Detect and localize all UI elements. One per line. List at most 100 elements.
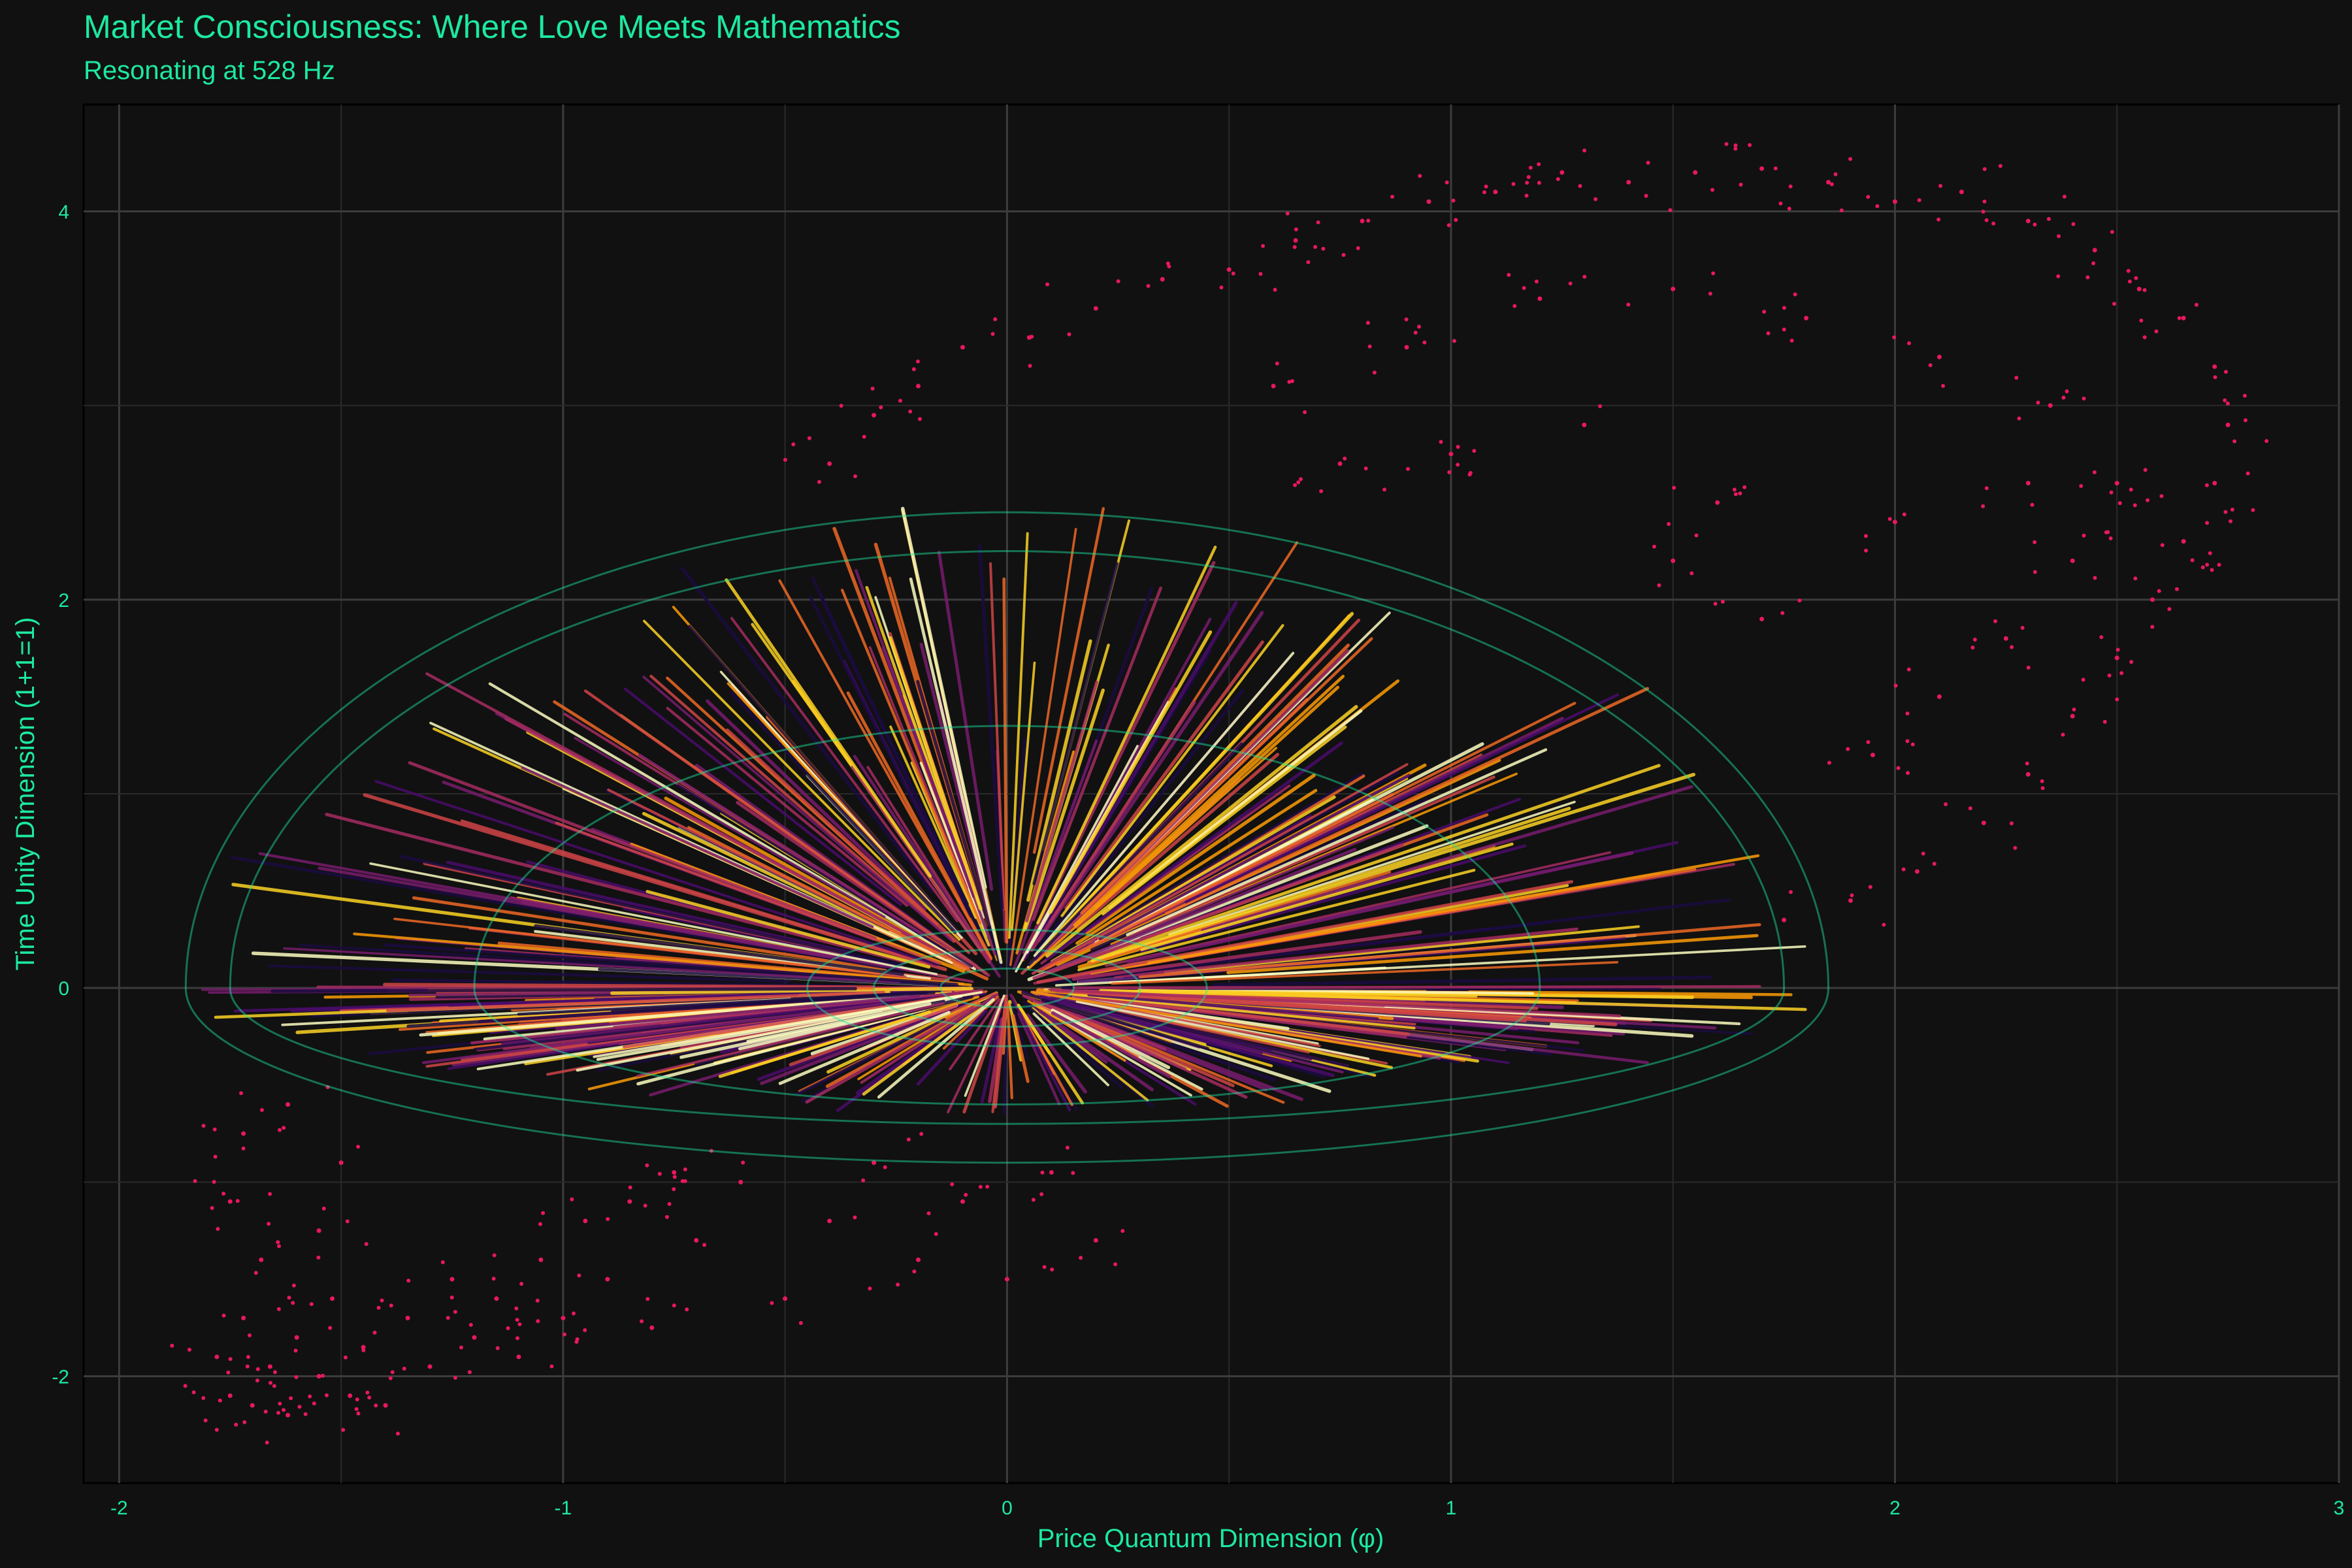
vector-ray: [1102, 725, 1347, 916]
scatter-point: [685, 1307, 689, 1312]
scatter-point: [268, 1380, 272, 1385]
vector-ray: [598, 968, 973, 988]
vector-ray: [1054, 966, 1386, 987]
scatter-point: [1892, 335, 1897, 340]
scatter-point: [2127, 279, 2132, 284]
scatter-point: [1537, 180, 1541, 185]
scatter-point: [282, 1408, 286, 1413]
vector-ray: [1138, 923, 1761, 979]
scatter-point: [964, 1192, 968, 1197]
scatter-point: [1982, 199, 1987, 204]
tick-label-layer: -2 -1 0 1 2 3 -2 0 2 4: [52, 201, 2344, 1519]
scatter-point: [827, 461, 832, 466]
scatter-point: [303, 1412, 308, 1416]
scatter-point: [1493, 189, 1498, 195]
vector-ray: [687, 826, 970, 970]
vector-ray: [1094, 685, 1340, 909]
scatter-point: [2134, 276, 2138, 280]
vector-ray: [1134, 776, 1495, 934]
scatter-point: [1448, 451, 1454, 457]
scatter-point: [1219, 285, 1224, 289]
scatter-point: [1556, 177, 1560, 182]
scatter-point: [383, 1403, 388, 1408]
scatter-point: [449, 1296, 454, 1300]
scatter-point: [640, 1319, 644, 1324]
vector-ray: [1093, 898, 1731, 979]
scatter-point: [1921, 851, 1925, 856]
contour-line: [806, 928, 1208, 1047]
scatter-point: [1720, 599, 1725, 604]
scatter-point: [1968, 806, 1972, 811]
scatter-point: [1793, 292, 1797, 297]
scatter-point: [2129, 487, 2133, 492]
scatter-point: [912, 1269, 917, 1274]
contour-line: [939, 967, 1075, 1009]
vector-ray: [1085, 774, 1316, 935]
scatter-point: [246, 1355, 251, 1360]
vector-ray: [725, 578, 932, 878]
scatter-point: [2071, 222, 2076, 227]
scatter-point: [1482, 190, 1486, 195]
vector-ray: [1044, 847, 1357, 974]
vector-ray: [862, 1004, 984, 1096]
scatter-point: [1708, 291, 1712, 296]
scatter-point: [203, 1418, 208, 1423]
vector-ray: [1036, 546, 1217, 924]
vector-ray: [865, 585, 981, 910]
scatter-point: [2065, 389, 2069, 394]
scatter-point: [2210, 568, 2214, 572]
scatter-point: [491, 1277, 496, 1281]
scatter-point: [1226, 267, 1232, 272]
scatter-point: [367, 1396, 372, 1400]
scatter-point: [1293, 483, 1298, 487]
scatter-point: [267, 1364, 272, 1369]
scatter-point: [2025, 218, 2031, 223]
vector-ray: [718, 1010, 931, 1078]
vector-ray: [623, 687, 902, 906]
vector-ray: [383, 983, 875, 989]
scatter-point: [1826, 180, 1831, 185]
scatter-point: [1261, 244, 1266, 248]
scatter-point: [1522, 286, 1526, 290]
scatter-point: [1910, 742, 1915, 747]
vector-ray: [1048, 630, 1213, 914]
scatter-point: [862, 434, 866, 439]
scatter-point: [227, 1199, 233, 1204]
vector-ray: [746, 1002, 932, 1043]
scatter-point: [1905, 711, 1910, 716]
scatter-point: [1525, 180, 1529, 185]
y-tick-label: 0: [58, 978, 69, 1000]
scatter-point: [2112, 302, 2117, 306]
scatter-point: [896, 1282, 900, 1287]
scatter-point: [1887, 517, 1892, 521]
vector-ray: [736, 800, 990, 977]
vector-ray: [1075, 753, 1280, 929]
y-tick-label: 4: [58, 201, 69, 223]
scatter-point: [2104, 530, 2108, 534]
vector-ray: [1032, 1012, 1109, 1086]
scatter-point: [216, 1227, 220, 1232]
scatter-point: [1404, 317, 1409, 321]
scatter-point: [917, 417, 922, 421]
scatter-point: [2026, 665, 2031, 670]
scatter-point: [872, 412, 877, 417]
scatter-point: [321, 1373, 325, 1378]
vector-ray: [1041, 998, 1277, 1082]
vector-ray: [1121, 826, 1394, 941]
scatter-point: [1360, 218, 1365, 223]
scatter-point: [1671, 558, 1676, 563]
scatter-point: [1367, 344, 1372, 349]
vector-ray: [1080, 644, 1350, 915]
scatter-point: [1028, 364, 1032, 368]
vector-ray: [460, 819, 926, 964]
scatter-point: [380, 1298, 384, 1303]
vector-ray: [1011, 661, 1036, 931]
scatter-point: [1512, 304, 1517, 308]
scatter-point: [245, 1364, 250, 1369]
vector-ray: [729, 691, 957, 934]
scatter-point: [2119, 671, 2124, 676]
scatter-point: [1668, 208, 1673, 212]
vector-ray: [909, 577, 1003, 964]
scatter-point: [2020, 626, 2025, 630]
scatter-point: [1445, 180, 1449, 185]
